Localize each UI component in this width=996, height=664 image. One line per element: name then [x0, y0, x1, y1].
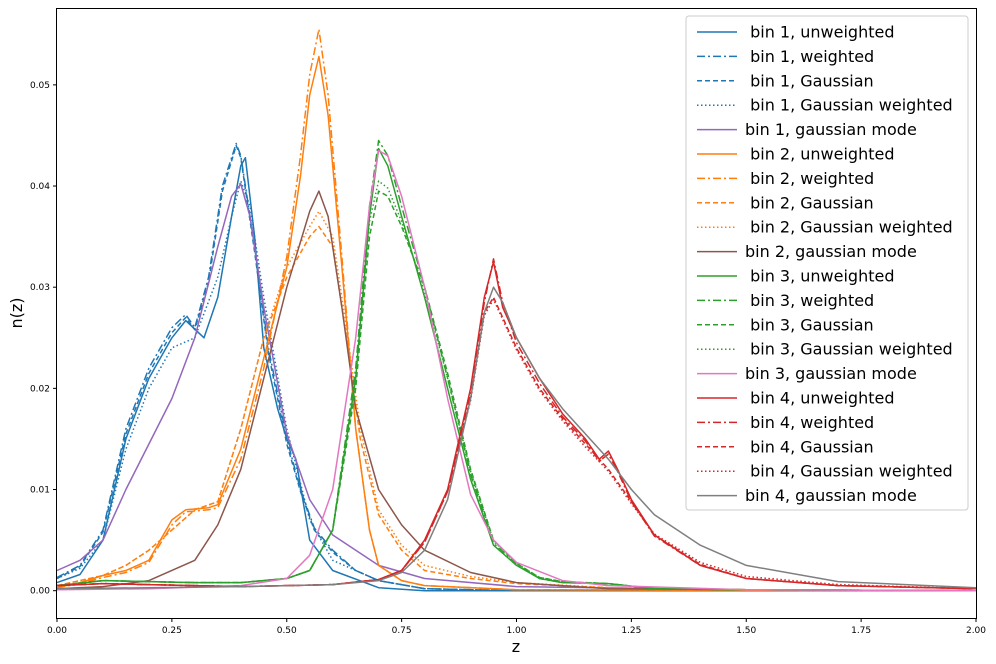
legend-entry-bin-4-gaussian-weighted: bin 4, Gaussian weighted [697, 462, 953, 481]
legend-entry-bin-2-gaussian: bin 2, Gaussian [697, 193, 874, 212]
plot-lines [56, 28, 977, 592]
legend-entry-bin-1-weighted: bin 1, weighted [697, 47, 874, 66]
x-tick-label: 0.75 [392, 626, 412, 636]
legend-box [685, 15, 969, 511]
legend-entry-bin-4-gaussian: bin 4, Gaussian [697, 437, 874, 456]
x-tick-label: 0.50 [277, 626, 297, 636]
y-axis-ticks: 0.00 0.01 0.02 0.03 0.04 0.05 [30, 81, 57, 597]
legend-label: bin 3, gaussian mode [745, 364, 917, 383]
x-axis-label: z [512, 637, 520, 656]
legend-label: bin 1, Gaussian weighted [745, 96, 953, 115]
series-line-bin-1-weighted [56, 142, 976, 592]
legend-entry-bin-4-unweighted: bin 4, unweighted [697, 389, 895, 408]
legend-entry-bin-3-unweighted: bin 3, unweighted [697, 267, 895, 286]
legend-entry-bin-3-weighted: bin 3, weighted [697, 291, 874, 310]
legend-label: bin 3, weighted [745, 291, 874, 310]
y-tick-label: 0.03 [30, 283, 50, 293]
legend-entry-bin-2-unweighted: bin 2, unweighted [697, 145, 895, 164]
series-line-bin-4-gaussian-mode [56, 286, 977, 590]
y-tick-label: 0.00 [30, 587, 50, 597]
legend-entry-bin-2-weighted: bin 2, weighted [697, 169, 874, 188]
series-line-bin-3-gaussian-weighted [56, 180, 977, 592]
series-line-bin-1-unweighted [56, 156, 976, 592]
legend-label: bin 4, unweighted [745, 389, 895, 408]
legend-label: bin 1, weighted [745, 47, 874, 66]
legend-label: bin 2, weighted [745, 169, 874, 188]
legend-label: bin 3, Gaussian weighted [745, 340, 953, 359]
legend-label: bin 1, unweighted [745, 23, 895, 42]
series-line-bin-2-gaussian-mode [56, 190, 977, 592]
series-line-bin-1-gaussian-mode [56, 183, 977, 592]
x-tick-label: 1.75 [851, 626, 871, 636]
legend-entry-bin-4-weighted: bin 4, weighted [697, 413, 874, 432]
x-tick-label: 1.00 [506, 626, 526, 636]
x-tick-label: 1.50 [736, 626, 756, 636]
x-axis-ticks: 0.00 0.25 0.50 0.75 1.00 1.25 1.50 1.75 2.00 [47, 618, 986, 636]
y-axis-label: n(z) [7, 297, 26, 328]
legend-entry-bin-3-gaussian: bin 3, Gaussian [697, 315, 874, 334]
legend-entry-bin-1-gaussian: bin 1, Gaussian [697, 71, 874, 90]
y-tick-label: 0.05 [30, 81, 50, 91]
x-tick-label: 1.25 [621, 626, 641, 636]
legend-label: bin 3, Gaussian [745, 315, 874, 334]
legend-entry-bin-1-gaussian-weighted: bin 1, Gaussian weighted [697, 96, 953, 115]
legend-entry-bin-1-gaussian-mode: bin 1, gaussian mode [697, 120, 917, 139]
legend-label: bin 4, Gaussian weighted [745, 462, 953, 481]
series-line-bin-2-weighted [56, 28, 977, 592]
legend-label: bin 3, unweighted [745, 267, 895, 286]
legend-entries: bin 1, unweighted bin 1, weighted bin 1,… [697, 23, 953, 505]
legend-label: bin 2, unweighted [745, 145, 895, 164]
y-tick-label: 0.04 [30, 182, 50, 192]
x-tick-label: 0.00 [47, 626, 67, 636]
legend: bin 1, unweighted bin 1, weighted bin 1,… [685, 15, 969, 511]
legend-entry-bin-3-gaussian-mode: bin 3, gaussian mode [697, 364, 917, 383]
legend-entry-bin-1-unweighted: bin 1, unweighted [697, 23, 895, 42]
legend-label: bin 2, gaussian mode [745, 242, 917, 261]
x-tick-label: 0.25 [162, 626, 182, 636]
legend-label: bin 1, gaussian mode [745, 120, 917, 139]
legend-label: bin 4, Gaussian [745, 437, 874, 456]
y-tick-label: 0.02 [30, 384, 50, 394]
y-tick-label: 0.01 [30, 486, 50, 496]
series-line-bin-1-gaussian [56, 144, 976, 592]
legend-entry-bin-2-gaussian-mode: bin 2, gaussian mode [697, 242, 917, 261]
legend-entry-bin-4-gaussian-mode: bin 4, gaussian mode [697, 486, 917, 505]
legend-entry-bin-3-gaussian-weighted: bin 3, Gaussian weighted [697, 340, 953, 359]
series-line-bin-2-gaussian [56, 225, 977, 592]
legend-entry-bin-2-gaussian-weighted: bin 2, Gaussian weighted [697, 218, 953, 237]
series-line-bin-2-gaussian-weighted [56, 210, 977, 592]
legend-label: bin 4, gaussian mode [745, 486, 917, 505]
legend-label: bin 2, Gaussian weighted [745, 218, 953, 237]
legend-label: bin 2, Gaussian [745, 193, 874, 212]
x-tick-label: 2.00 [966, 626, 986, 636]
series-line-bin-3-gaussian-mode [56, 149, 977, 592]
legend-label: bin 4, weighted [745, 413, 874, 432]
legend-label: bin 1, Gaussian [745, 71, 874, 90]
